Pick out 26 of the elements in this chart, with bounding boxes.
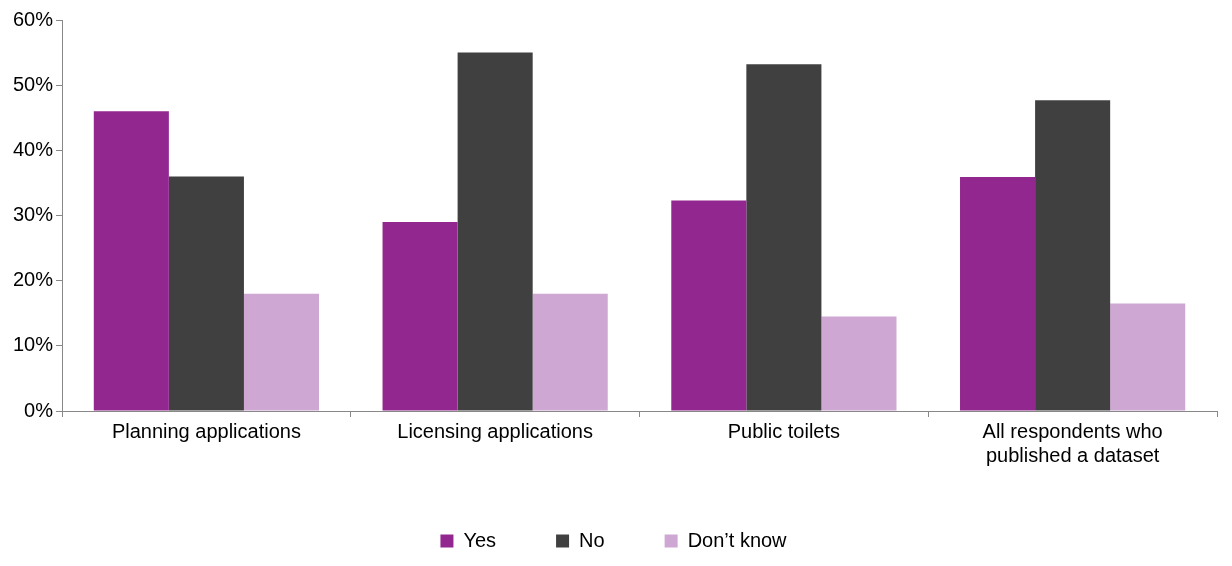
- legend-label: Don’t know: [687, 528, 788, 551]
- bar: [821, 316, 897, 411]
- y-tick-label: 20%: [13, 268, 54, 291]
- x-tick-label: Public toilets: [727, 419, 841, 442]
- bar: [243, 293, 320, 411]
- bar: [1110, 303, 1186, 411]
- bar: [746, 64, 822, 411]
- y-tick-label: 50%: [13, 72, 54, 95]
- x-tick-label: Planning applications: [111, 419, 301, 442]
- bar: [382, 222, 458, 411]
- x-tick-label: Licensing applications: [397, 419, 593, 442]
- bar: [168, 176, 244, 411]
- y-tick-label: 60%: [13, 7, 54, 30]
- bar: [457, 52, 533, 411]
- bar: [960, 177, 1036, 411]
- bar: [532, 293, 608, 411]
- y-tick-label: 0%: [24, 398, 54, 421]
- bar: [671, 200, 747, 411]
- bar: [1035, 100, 1111, 411]
- y-tick-label: 10%: [13, 333, 54, 356]
- x-tick-label: All respondents who published a dataset: [982, 419, 1163, 466]
- y-tick-label: 30%: [13, 203, 54, 226]
- y-tick-label: 40%: [13, 137, 54, 160]
- legend-label: No: [579, 528, 605, 551]
- legend-label: Yes: [463, 528, 497, 551]
- bar: [93, 111, 169, 411]
